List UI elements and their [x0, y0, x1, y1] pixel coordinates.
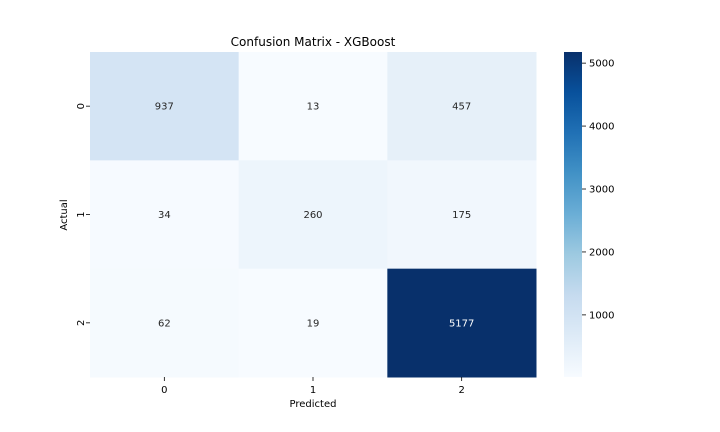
- colorbar-ticks: 1000 2000 3000 4000 5000: [582, 59, 614, 321]
- y-axis-label: Actual: [59, 199, 70, 230]
- colorbar-tick-label: 3000: [589, 185, 614, 196]
- colorbar-tick-label: 5000: [589, 59, 614, 70]
- cell-value-r2-c0: 62: [158, 318, 171, 329]
- colorbar-tick-label: 4000: [589, 122, 614, 133]
- colorbar-tick-label: 2000: [589, 247, 614, 258]
- y-tick-label: 1: [76, 211, 87, 217]
- heatmap-cells: [90, 52, 537, 378]
- heatmap-cell-labels: 937 13 457 34 260 175 62 19 5177: [155, 102, 475, 330]
- x-tick-label: 1: [310, 385, 316, 396]
- cell-value-r0-c2: 457: [452, 102, 471, 113]
- heatmap-cell-r2-c1: [238, 268, 388, 378]
- cell-value-r1-c0: 34: [158, 210, 171, 221]
- heatmap-cell-r2-c0: [90, 268, 240, 378]
- cell-value-r2-c2: 5177: [449, 318, 474, 329]
- y-axis-ticks: 0 1 2: [76, 103, 90, 326]
- heatmap-cell-r0-c0: [90, 52, 240, 161]
- cell-value-r0-c1: 13: [307, 102, 320, 113]
- y-tick-label: 0: [76, 103, 87, 109]
- heatmap-cell-r0-c2: [387, 52, 537, 161]
- heatmap-cell-r2-c2: [387, 268, 537, 378]
- x-axis-ticks: 0 1 2: [161, 377, 465, 396]
- heatmap-cell-r1-c1: [238, 160, 388, 270]
- cell-value-r1-c1: 260: [303, 210, 322, 221]
- x-tick-label: 2: [458, 385, 464, 396]
- colorbar-tick-label: 1000: [589, 310, 614, 321]
- heatmap-cell-r1-c0: [90, 160, 240, 270]
- colorbar: [564, 52, 582, 377]
- cell-value-r2-c1: 19: [307, 318, 320, 329]
- chart-title: Confusion Matrix - XGBoost: [231, 35, 396, 49]
- cell-value-r0-c0: 937: [155, 102, 174, 113]
- cell-value-r1-c2: 175: [452, 210, 471, 221]
- y-tick-label: 2: [76, 320, 87, 326]
- heatmap-cell-r0-c1: [238, 52, 388, 161]
- x-axis-label: Predicted: [290, 399, 337, 410]
- heatmap-cell-r1-c2: [387, 160, 537, 270]
- x-tick-label: 0: [161, 385, 167, 396]
